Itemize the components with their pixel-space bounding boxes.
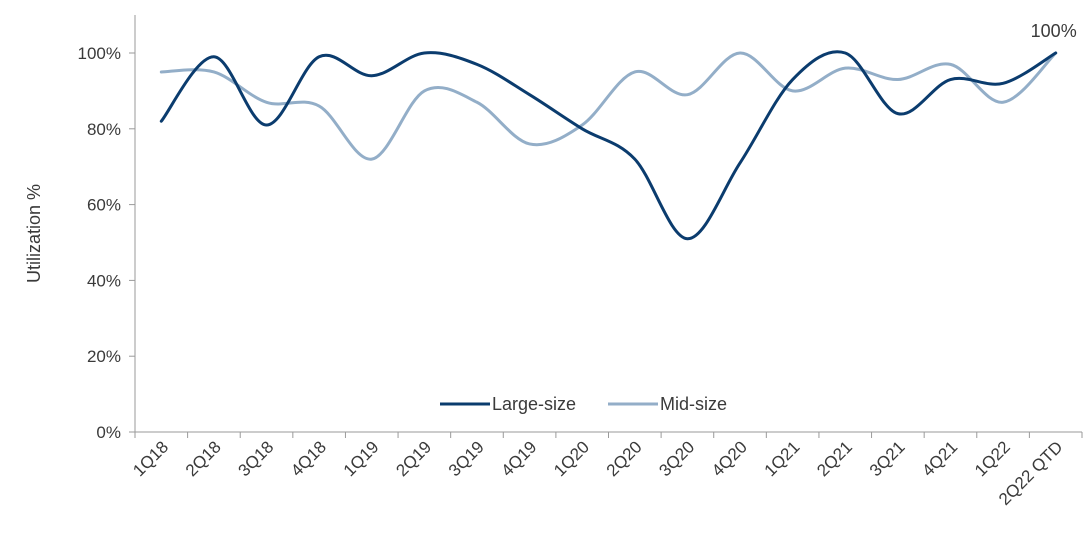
x-tick-label: 4Q20 (708, 437, 751, 480)
y-tick-label: 80% (87, 120, 121, 139)
chart-tick-labels: 0%20%40%60%80%100%1Q18 2Q18 3Q18 4Q18 1Q19 2Q… (24, 44, 1067, 509)
y-tick-label: 0% (96, 423, 121, 442)
series-line-mid-size (159, 51, 1058, 161)
chart-axes (129, 15, 1083, 438)
legend-label-mid-size: Mid-size (660, 394, 727, 414)
chart-annotations: 100% (1031, 21, 1077, 41)
x-tick-label: 2Q18 (182, 437, 225, 480)
x-tick-label: 1Q22 (971, 437, 1014, 480)
y-axis-title: Utilization % (24, 184, 44, 283)
legend-label-large-size: Large-size (492, 394, 576, 414)
y-tick-label: 40% (87, 271, 121, 290)
y-tick-label: 100% (78, 44, 121, 63)
x-tick-label: 4Q18 (287, 437, 330, 480)
y-tick-label: 20% (87, 347, 121, 366)
chart-legend: Large-size Mid-size (440, 394, 727, 414)
x-tick-label: 4Q21 (918, 437, 961, 480)
x-tick-label: 1Q20 (550, 437, 593, 480)
x-tick-label: 3Q19 (445, 437, 488, 480)
x-tick-label: 2Q20 (603, 437, 646, 480)
x-tick-label: 1Q19 (340, 437, 383, 480)
x-tick-label: 3Q18 (235, 437, 278, 480)
x-tick-label: 2Q19 (392, 437, 435, 480)
x-tick-label: 2Q21 (813, 437, 856, 480)
series-line-large-size (159, 50, 1058, 241)
x-tick-label: 1Q21 (761, 437, 804, 480)
x-tick-label: 3Q20 (655, 437, 698, 480)
y-tick-label: 60% (87, 196, 121, 215)
data-label-annotation: 100% (1031, 21, 1077, 41)
chart-series-lines (159, 50, 1058, 241)
x-tick-label: 1Q18 (129, 437, 172, 480)
x-tick-label: 3Q21 (866, 437, 909, 480)
x-tick-label: 4Q19 (498, 437, 541, 480)
